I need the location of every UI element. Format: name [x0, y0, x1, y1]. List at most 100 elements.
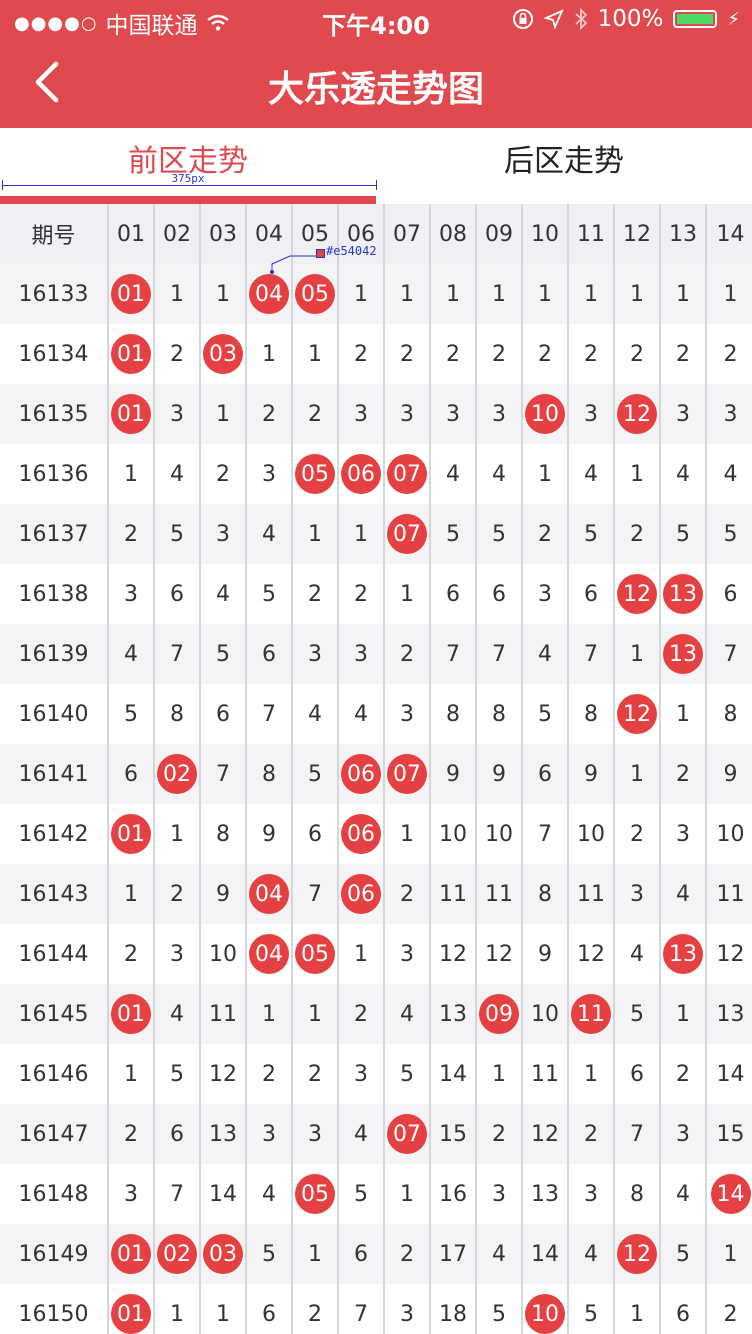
hit-cell: 06: [339, 804, 385, 864]
miss-count-cell: 1: [615, 1284, 661, 1334]
width-measure-tick-left: [2, 180, 3, 190]
miss-count-cell: 2: [201, 444, 247, 504]
rotation-lock-icon: [512, 9, 533, 29]
miss-count-cell: 3: [523, 564, 569, 624]
miss-count-cell: 2: [477, 324, 523, 384]
miss-count-cell: 1: [293, 504, 339, 564]
miss-count-cell: 6: [247, 624, 293, 684]
hit-cell: 05: [293, 444, 339, 504]
miss-count-cell: 3: [723, 401, 738, 427]
miss-count-cell: 7: [155, 624, 201, 684]
miss-count-cell: 3: [569, 384, 615, 444]
miss-count-cell: 2: [385, 1224, 431, 1284]
miss-count-cell: 2: [339, 564, 385, 624]
tab-front-zone[interactable]: 前区走势: [128, 144, 248, 179]
battery-level: [677, 14, 714, 24]
miss-count-cell: 8: [201, 804, 247, 864]
tab-back-zone[interactable]: 后区走势: [504, 144, 624, 179]
miss-count-cell: 4: [431, 444, 477, 504]
miss-count-cell: 1: [569, 264, 615, 324]
hit-ball: 12: [617, 394, 657, 434]
miss-count-cell: 7: [201, 744, 247, 804]
miss-count-cell: 7: [477, 624, 523, 684]
miss-count-cell: 6: [523, 744, 569, 804]
hit-ball: 04: [249, 934, 289, 974]
miss-count-cell: 3: [661, 804, 707, 864]
period-cell: 16150: [0, 1284, 109, 1334]
miss-count-cell: 1: [431, 264, 477, 324]
period-cell: 16137: [0, 504, 109, 564]
miss-count-cell: 13: [523, 1164, 569, 1224]
table-row: 16145 01 4 11 1 1 2 4 13 09 10 11 5 1 13: [0, 984, 752, 1044]
miss-count-cell: 6: [661, 1284, 707, 1334]
table-row: 16143 1 2 9 04 7 06 2 11 11 8 11 3 4 11: [0, 864, 752, 924]
hit-ball: 02: [157, 1234, 197, 1274]
table-row: 16147 2 6 13 3 3 4 07 15 2 12 2 7 3 15: [0, 1104, 752, 1164]
hit-ball: 09: [479, 994, 519, 1034]
miss-count-cell: 10: [431, 804, 477, 864]
miss-count-cell: 13: [431, 984, 477, 1044]
miss-count-cell: 7: [615, 1104, 661, 1164]
miss-count-cell: 9: [523, 924, 569, 984]
table-row: 16133 01 1 1 04 05 1 1 1 1 1 1 1 1 1: [0, 264, 752, 324]
miss-count-cell: 2: [385, 864, 431, 924]
hit-cell: 04: [247, 864, 293, 924]
width-measure-line: [2, 185, 376, 186]
miss-count-cell: 8: [477, 684, 523, 744]
hit-cell: 13: [661, 624, 707, 684]
table-row: 16141 6 02 7 8 5 06 07 9 9 6 9 1 2 9: [0, 744, 752, 804]
miss-count-cell: 6: [723, 581, 738, 607]
header-column: 08: [431, 204, 477, 264]
hit-ball: 13: [663, 574, 703, 614]
miss-count-cell: 2: [109, 504, 155, 564]
miss-count-cell: 12: [477, 924, 523, 984]
miss-count-cell: 3: [569, 1164, 615, 1224]
miss-count-cell: 3: [615, 864, 661, 924]
table-row: 16137 2 5 3 4 1 1 07 5 5 2 5 2 5 5: [0, 504, 752, 564]
miss-count-cell: 4: [201, 564, 247, 624]
hit-ball: 06: [341, 454, 381, 494]
miss-count-cell: 1: [615, 264, 661, 324]
miss-count-cell: 1: [339, 504, 385, 564]
miss-count-cell: 3: [247, 1104, 293, 1164]
header-column: 07: [385, 204, 431, 264]
period-cell: 16144: [0, 924, 109, 984]
hit-cell: 07: [385, 744, 431, 804]
header-column: 02: [155, 204, 201, 264]
miss-count-cell: 4: [247, 1164, 293, 1224]
miss-count-cell: 1: [247, 324, 293, 384]
miss-count-cell: 8: [723, 701, 738, 727]
miss-count-cell: 1: [155, 264, 201, 324]
hit-cell: 01: [109, 1284, 155, 1334]
miss-count-cell: 4: [661, 444, 707, 504]
hit-cell: 01: [109, 384, 155, 444]
miss-count-cell: 7: [431, 624, 477, 684]
miss-count-cell: 2: [109, 1104, 155, 1164]
miss-count-cell: 5: [431, 504, 477, 564]
miss-count-cell: 8: [615, 1164, 661, 1224]
miss-count-cell: 8: [523, 864, 569, 924]
hit-ball: 01: [111, 334, 151, 374]
miss-count-cell: 9: [201, 864, 247, 924]
period-cell: 16135: [0, 384, 109, 444]
miss-count-cell: 10: [201, 924, 247, 984]
header-column: 10: [523, 204, 569, 264]
status-time: 下午4:00: [322, 12, 430, 40]
hit-cell: 01: [109, 324, 155, 384]
miss-count-cell: 5: [201, 624, 247, 684]
miss-count-cell: 1: [723, 1241, 738, 1267]
width-measure-label: 375px: [171, 172, 205, 185]
period-cell: 16134: [0, 324, 109, 384]
miss-count-cell: 1: [293, 1224, 339, 1284]
hit-cell: 02: [155, 744, 201, 804]
back-button[interactable]: [26, 58, 76, 108]
miss-count-cell: 1: [201, 264, 247, 324]
miss-count-cell: 18: [431, 1284, 477, 1334]
miss-count-cell: 7: [569, 624, 615, 684]
miss-count-cell: 7: [155, 1164, 201, 1224]
hit-ball: 04: [249, 874, 289, 914]
miss-count-cell: 6: [477, 564, 523, 624]
hit-ball: 06: [341, 814, 381, 854]
miss-count-cell: 16: [431, 1164, 477, 1224]
hit-ball: 10: [525, 1294, 565, 1334]
